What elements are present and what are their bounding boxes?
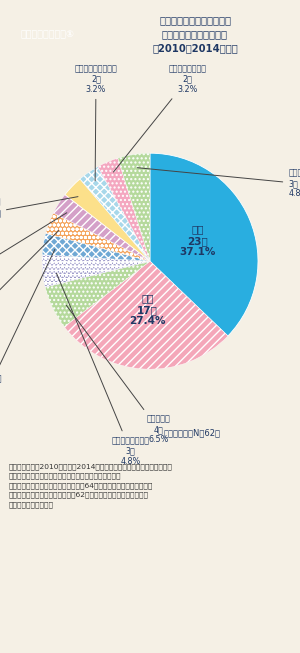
Text: キックスケーター走行中の
事故で危害を受けた部位
（2010－2014年度）: キックスケーター走行中の 事故で危害を受けた部位 （2010－2014年度） [152,15,238,54]
Text: 口・口腔・歯
2件
3.2%: 口・口腔・歯 2件 3.2% [0,249,55,404]
Text: 図表３－２－２０①: 図表３－２－２０① [21,31,75,40]
Wedge shape [98,158,150,261]
Wedge shape [45,261,150,326]
Wedge shape [65,179,150,261]
Wedge shape [42,233,150,261]
Text: （備考）　１．2010年度から2014年度までに消費者庁に通知されたキッ
　　　　　　クスケーターによる事故情報により作成。
　　　　２．同期間における事故件数: （備考） １．2010年度から2014年度までに消費者庁に通知されたキッ クスケ… [9,463,173,508]
Wedge shape [80,167,150,261]
Text: 上腕（肩）・前腕
3件
4.8%: 上腕（肩）・前腕 3件 4.8% [56,274,150,466]
Wedge shape [64,261,228,369]
Text: 手掌・手背（手首）
2件
3.2%: 手掌・手背（手首） 2件 3.2% [75,64,117,181]
Text: 鼻・咍頭
2件
3.2%: 鼻・咍頭 2件 3.2% [0,231,59,332]
Text: 腹部
2件
3.2%: 腹部 2件 3.2% [0,197,78,227]
Wedge shape [42,255,150,287]
Wedge shape [46,213,150,261]
Wedge shape [118,153,150,261]
Text: 題面
23件
37.1%: 題面 23件 37.1% [179,224,216,257]
Text: その他
3件
4.8%: その他 3件 4.8% [137,168,300,199]
Wedge shape [150,153,258,336]
Text: 胸部・背部
2件
3.2%: 胸部・背部 2件 3.2% [0,213,67,287]
Wedge shape [53,195,150,261]
Text: 上肢（肩）・前腕
2件
3.2%: 上肢（肩）・前腕 2件 3.2% [113,64,207,172]
Text: 頭部
17件
27.4%: 頭部 17件 27.4% [129,293,166,326]
Text: 大腥・下腥
4件
6.5%: 大腥・下腥 4件 6.5% [66,305,170,444]
Text: （不明を除くN＝62）: （不明を除くN＝62） [163,428,220,438]
